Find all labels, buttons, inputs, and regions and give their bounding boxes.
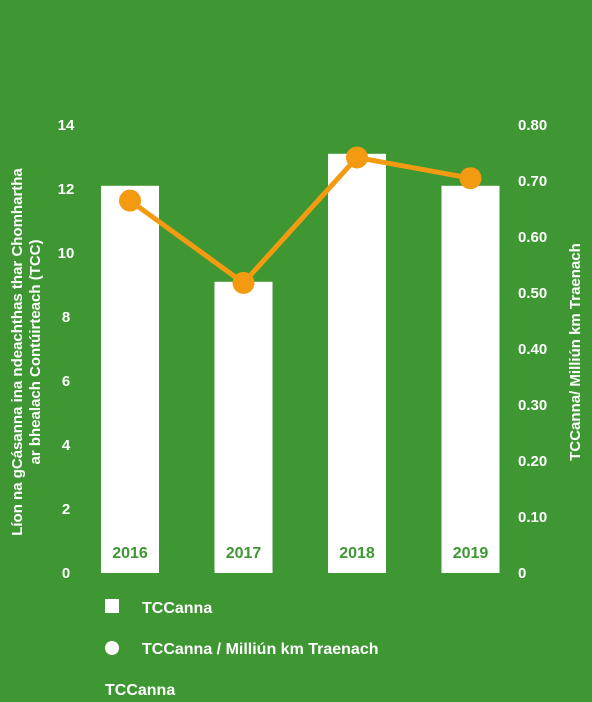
left-axis-ticks: 0 2 4 6 8 10 12 14 — [58, 117, 75, 582]
left-tick-label: 12 — [58, 181, 75, 198]
line-series — [119, 146, 482, 294]
right-tick-label: 0.80 — [518, 117, 547, 134]
bar — [214, 281, 273, 573]
left-axis-title-line1: Líon na gCásanna ina ndeachthas thar Cho… — [9, 168, 26, 536]
bar — [328, 153, 386, 574]
right-tick-label: 0.70 — [518, 173, 547, 190]
left-tick-label: 10 — [58, 245, 75, 262]
left-tick-label: 6 — [62, 373, 70, 390]
footer-label: TCCanna — [105, 682, 175, 699]
right-axis-title: TCCanna/ Milliún km Traenach — [567, 243, 584, 461]
left-tick-label: 2 — [62, 501, 70, 518]
bar — [101, 185, 159, 574]
legend-line-label: TCCanna / Milliún km Traenach — [142, 641, 379, 658]
right-tick-label: 0.30 — [518, 397, 547, 414]
right-tick-label: 0.10 — [518, 509, 547, 526]
right-tick-label: 0.60 — [518, 229, 547, 246]
left-axis-title-line2: ar bhealach Contúirteach (TCC) — [27, 239, 44, 464]
left-tick-label: 0 — [62, 565, 70, 582]
right-tick-label: 0.20 — [518, 453, 547, 470]
legend-bar-swatch — [105, 599, 119, 613]
bar — [441, 185, 500, 574]
line-point — [232, 271, 255, 294]
left-tick-label: 8 — [62, 309, 70, 326]
right-tick-label: 0.50 — [518, 285, 547, 302]
category-label: 2017 — [226, 545, 262, 562]
legend-line-swatch — [105, 641, 119, 655]
category-label: 2019 — [453, 545, 489, 562]
line-point — [119, 189, 141, 212]
legend-bar-label: TCCanna — [142, 600, 212, 617]
category-label: 2018 — [339, 545, 375, 562]
bar-series — [101, 153, 500, 574]
left-tick-label: 14 — [58, 117, 75, 134]
line-point — [459, 167, 482, 190]
left-tick-label: 4 — [62, 437, 71, 454]
right-tick-label: 0 — [518, 565, 526, 582]
right-axis-ticks: 0 0.10 0.20 0.30 0.40 0.50 0.60 0.70 0.80 — [518, 117, 547, 582]
series-line — [128, 154, 471, 286]
line-point — [346, 146, 368, 169]
category-label: 2016 — [112, 545, 148, 562]
right-tick-label: 0.40 — [518, 341, 547, 358]
legend: TCCanna TCCanna / Milliún km Traenach — [105, 599, 379, 658]
category-labels: 2016 2017 2018 2019 — [112, 545, 488, 562]
